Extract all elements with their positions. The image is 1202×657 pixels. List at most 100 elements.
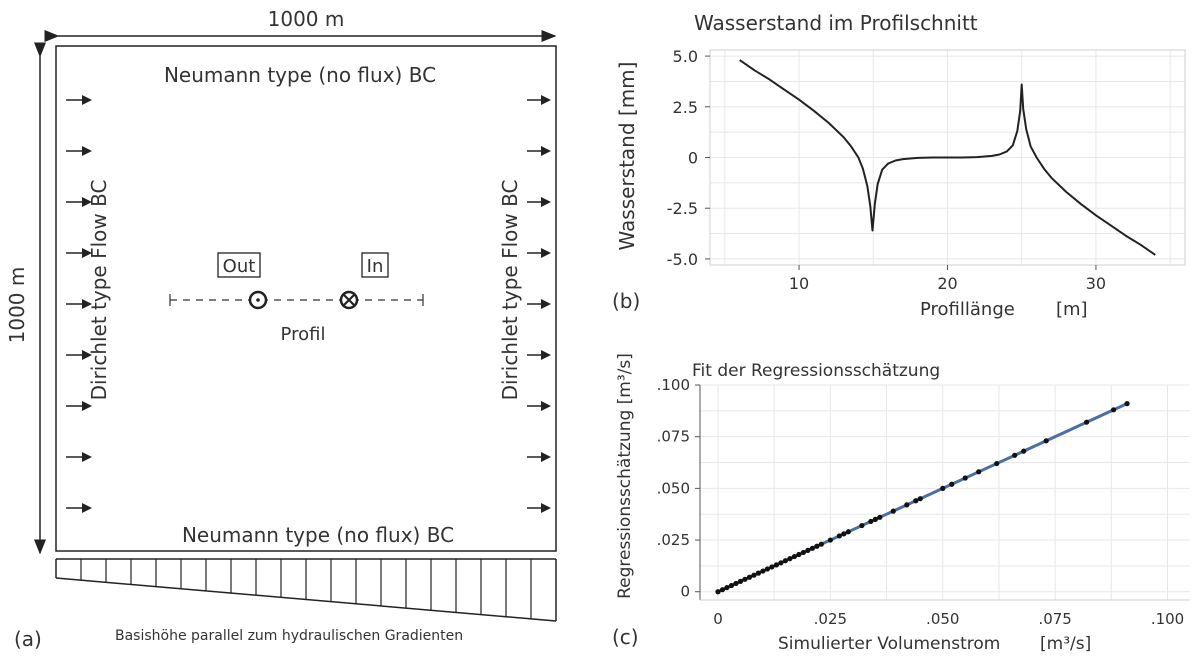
chart-c-point xyxy=(751,572,757,578)
left-flow-arrow-head xyxy=(82,95,92,105)
chart-c-point xyxy=(976,469,982,475)
right-flow-arrow-head xyxy=(541,248,551,258)
chart-c-xtick-label: .100 xyxy=(1151,610,1184,628)
chart-b-ytick-label: 5.0 xyxy=(673,47,698,66)
chart-c-point xyxy=(737,578,744,584)
chart-c-point xyxy=(814,543,820,549)
out-label-box xyxy=(217,252,261,278)
chart-c-point xyxy=(836,533,842,539)
chart-c-ytick-label: .025 xyxy=(657,531,690,549)
left-flow-arrow-head xyxy=(82,248,92,258)
chart-c-point xyxy=(1084,419,1090,425)
chart-c-point xyxy=(818,541,824,547)
chart-c-ylabel: Regressionsschätzung [m³/s] xyxy=(615,353,635,599)
right-flow-arrow-head xyxy=(541,350,551,360)
chart-c-point xyxy=(949,481,955,487)
base-caption: Basishöhe parallel zum hydraulischen Gra… xyxy=(115,628,463,644)
chart-b-xtick-label: 30 xyxy=(1086,274,1106,293)
chart-c-point xyxy=(1043,438,1049,444)
out-label: Out xyxy=(223,256,256,277)
panel-b-chart: Wasserstand im Profilschnitt Wasserstand… xyxy=(612,11,1186,320)
right-flow-arrow-head xyxy=(541,146,551,156)
width-label: 1000 m xyxy=(268,7,345,31)
out-well-icon xyxy=(248,290,268,310)
left-flow-arrow-head xyxy=(82,350,92,360)
chart-c-xunit: [m³/s] xyxy=(1040,634,1091,654)
right-flow-arrow-head xyxy=(541,197,551,207)
chart-c-point xyxy=(1124,401,1130,407)
chart-c-point xyxy=(890,508,896,514)
profile-label: Profil xyxy=(281,324,326,345)
chart-b-grid xyxy=(710,50,1185,265)
sloped-base-diagram xyxy=(55,558,557,622)
chart-c-point xyxy=(719,587,726,593)
panel-a-diagram: 1000 m 1000 m Neumann type (no flux) BC … xyxy=(5,7,557,651)
top-boundary-label: Neumann type (no flux) BC xyxy=(164,63,436,87)
chart-c-ytick-label: .100 xyxy=(657,376,690,394)
panel-c-letter: (c) xyxy=(612,625,639,649)
chart-c-point xyxy=(809,545,815,551)
chart-c-point xyxy=(859,522,865,529)
chart-b-xunit: [m] xyxy=(1056,299,1088,320)
chart-b-xlabel: Profillänge xyxy=(920,299,1015,320)
left-boundary-label: Dirichlet type Flow BC xyxy=(87,180,111,401)
chart-c-xtick-label: .050 xyxy=(926,610,959,628)
bottom-boundary-label: Neumann type (no flux) BC xyxy=(182,523,454,547)
in-label-box xyxy=(361,252,389,278)
chart-c-point xyxy=(1021,448,1027,454)
chart-c-xlabel: Simulierter Volumenstrom xyxy=(778,634,1000,654)
chart-c-point xyxy=(868,518,874,525)
chart-c-point xyxy=(796,551,802,558)
right-flow-arrow-head xyxy=(541,401,551,411)
chart-c-point xyxy=(827,537,833,543)
chart-c-point xyxy=(787,556,793,562)
height-label: 1000 m xyxy=(5,267,29,344)
in-label: In xyxy=(367,256,384,277)
chart-c-xtick-label: .025 xyxy=(814,610,847,628)
chart-c-point xyxy=(728,582,735,589)
right-flow-arrow-head xyxy=(541,503,551,513)
panel-c-chart: Fit der Regressionsschätzung Regressions… xyxy=(612,353,1190,654)
left-flow-arrow-head xyxy=(82,452,92,462)
chart-c-xtick-label: .075 xyxy=(1038,610,1071,628)
panel-b-letter: (b) xyxy=(612,289,640,313)
chart-c-title: Fit der Regressionsschätzung xyxy=(692,361,940,381)
chart-c-point xyxy=(800,549,806,556)
chart-c-point xyxy=(940,485,946,491)
chart-b-title: Wasserstand im Profilschnitt xyxy=(694,11,978,35)
chart-c-point xyxy=(913,498,919,504)
chart-c-point xyxy=(962,475,968,481)
chart-c-point xyxy=(778,560,784,566)
chart-b-series-line xyxy=(739,59,1156,256)
chart-c-point xyxy=(742,576,748,582)
chart-c-point xyxy=(733,580,739,587)
chart-c-point xyxy=(904,502,910,508)
chart-c-point xyxy=(724,584,730,591)
left-flow-arrow-head xyxy=(82,401,92,411)
chart-c-point xyxy=(760,568,766,574)
right-outflow-arrows xyxy=(527,95,551,513)
chart-c-point xyxy=(841,531,847,537)
chart-c-point xyxy=(1110,407,1117,413)
chart-b-ytick-label: -2.5 xyxy=(667,199,698,218)
right-flow-arrow-head xyxy=(541,299,551,309)
chart-c-point xyxy=(715,589,721,595)
chart-c-ytick-label: 0 xyxy=(680,583,690,601)
chart-b-ytick-label: -5.0 xyxy=(667,250,698,269)
left-flow-arrow-head xyxy=(82,299,92,309)
right-flow-arrow-head xyxy=(541,95,551,105)
chart-c-ytick-label: .050 xyxy=(657,479,690,497)
chart-c-point xyxy=(755,570,762,576)
chart-c-point xyxy=(782,558,789,564)
chart-c-ytick-label: .075 xyxy=(657,428,690,446)
left-flow-arrow-head xyxy=(82,197,92,207)
chart-c-xtick-label: 0 xyxy=(713,610,723,628)
chart-c-point xyxy=(845,529,851,535)
left-flow-arrow-head xyxy=(82,146,92,156)
panel-a-letter: (a) xyxy=(14,627,42,651)
chart-c-point xyxy=(764,566,771,572)
chart-c-point xyxy=(917,496,923,502)
left-inflow-arrows xyxy=(66,95,92,513)
chart-c-point xyxy=(994,460,1000,467)
chart-c-point xyxy=(805,547,811,553)
